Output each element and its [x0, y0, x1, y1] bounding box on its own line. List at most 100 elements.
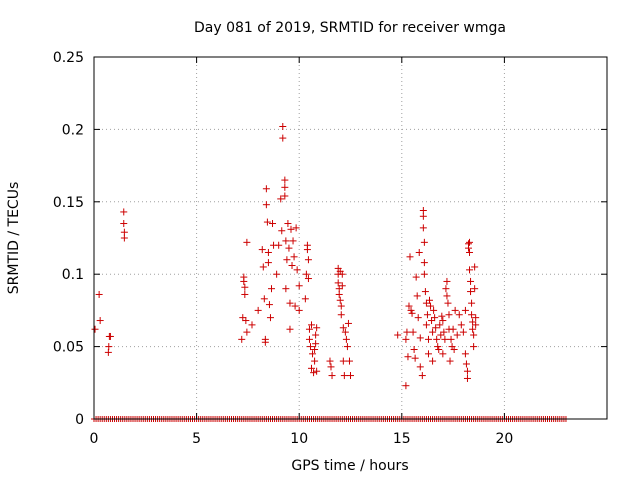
data-point [467, 288, 475, 296]
data-point [343, 343, 351, 351]
data-point [311, 345, 319, 353]
data-point [303, 246, 311, 254]
data-point [416, 334, 424, 342]
data-point [468, 311, 476, 319]
data-point [466, 238, 474, 246]
data-point [308, 321, 316, 329]
data-point [439, 350, 447, 358]
data-point [308, 364, 316, 372]
data-point [313, 324, 321, 332]
data-point [254, 306, 262, 314]
data-point [442, 285, 450, 293]
data-point [467, 277, 475, 285]
data-point [281, 183, 289, 191]
data-point [341, 328, 349, 336]
data-point [470, 343, 478, 351]
data-marks [91, 123, 569, 422]
chart-title: Day 081 of 2019, SRMTID for receiver wmg… [194, 20, 506, 36]
data-point [302, 270, 310, 278]
data-point [410, 345, 418, 353]
data-point [471, 263, 479, 271]
data-point [429, 328, 437, 336]
data-point [463, 374, 471, 382]
y-tick-label: 0.15 [53, 195, 84, 211]
data-point [243, 238, 251, 246]
data-point [472, 314, 480, 322]
data-point [273, 270, 281, 278]
data-point [265, 301, 273, 309]
data-point [262, 201, 270, 209]
x-tick-label: 0 [90, 431, 99, 447]
y-tick-label: 0.1 [62, 267, 84, 283]
data-point [306, 343, 314, 351]
data-point [105, 343, 113, 351]
data-point [394, 331, 402, 339]
data-point [281, 192, 289, 200]
axis-ticks: 0 5 10 15 20 0 0.05 0.1 0.15 0.2 0.25 [53, 50, 607, 447]
data-point [418, 372, 426, 380]
data-point [282, 237, 290, 245]
data-point [431, 314, 439, 322]
data-point [96, 317, 104, 325]
data-point [338, 282, 346, 290]
data-point [463, 367, 471, 375]
data-point [309, 350, 317, 358]
data-point [267, 285, 275, 293]
data-point [344, 319, 352, 327]
data-point [260, 295, 268, 303]
data-point [334, 279, 342, 287]
data-point [435, 345, 443, 353]
data-point [466, 266, 474, 274]
data-point [283, 256, 291, 264]
data-point [459, 328, 467, 336]
data-point [258, 246, 266, 254]
data-point [422, 321, 430, 329]
data-point [415, 248, 423, 256]
data-point [469, 325, 477, 333]
data-point [339, 357, 347, 365]
data-point [416, 363, 424, 371]
data-point [269, 220, 277, 228]
data-point [340, 372, 348, 380]
data-point [120, 220, 128, 228]
data-point [432, 324, 440, 332]
data-point [468, 299, 476, 307]
data-point [443, 292, 451, 300]
data-point [293, 266, 301, 274]
data-point [443, 277, 451, 285]
data-point [282, 285, 290, 293]
data-point [327, 363, 335, 371]
data-point [336, 296, 344, 304]
grid-lines [94, 57, 607, 419]
data-point [437, 331, 445, 339]
data-point [423, 311, 431, 319]
data-point [419, 224, 427, 232]
y-tick-label: 0 [75, 412, 84, 428]
data-point [310, 369, 318, 377]
data-point [339, 324, 347, 332]
data-point [241, 283, 249, 291]
data-point [279, 123, 287, 131]
data-point [305, 325, 313, 333]
data-point [407, 306, 415, 314]
data-point [461, 306, 469, 314]
data-point [342, 335, 350, 343]
data-point [248, 321, 256, 329]
data-point [433, 335, 441, 343]
data-point [420, 238, 428, 246]
data-point [422, 299, 430, 307]
data-point [326, 357, 334, 365]
data-point [120, 234, 128, 242]
data-point [434, 343, 442, 351]
data-point [275, 241, 283, 249]
data-point [424, 350, 432, 358]
y-axis-label: SRMTID / TECUs [6, 182, 22, 295]
data-point [284, 220, 292, 228]
plot-frame [93, 56, 608, 420]
data-point [262, 185, 270, 193]
data-point [243, 328, 251, 336]
data-point [328, 372, 336, 380]
data-point [106, 332, 114, 340]
data-point [278, 227, 286, 235]
y-tick-label: 0.25 [53, 50, 84, 66]
